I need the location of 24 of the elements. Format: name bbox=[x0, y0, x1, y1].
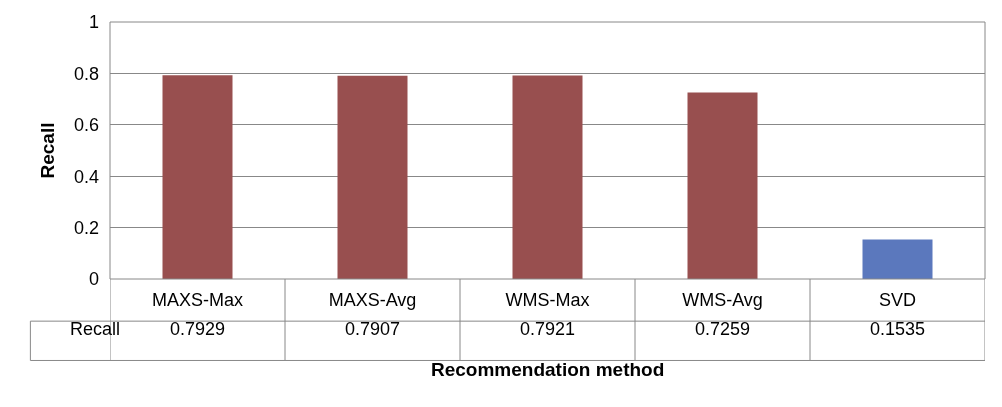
y-tick-label: 0.4 bbox=[73, 166, 99, 187]
bar bbox=[337, 75, 408, 279]
x-tick-label: MAXS-Avg bbox=[328, 290, 417, 310]
y-tick-label: 0.2 bbox=[73, 217, 99, 238]
data-label: 0.7907 bbox=[345, 319, 401, 339]
x-tick-label: WMS-Max bbox=[505, 290, 590, 310]
y-tick-label: 0.8 bbox=[73, 63, 99, 84]
data-label: 0.7921 bbox=[520, 319, 576, 339]
x-tick-label: MAXS-Max bbox=[151, 290, 244, 310]
bar bbox=[687, 92, 758, 279]
data-label: 0.7259 bbox=[695, 319, 751, 339]
y-tick-label: 0 bbox=[88, 269, 99, 290]
data-label: 0.7929 bbox=[170, 319, 226, 339]
bar bbox=[512, 75, 583, 279]
text: Recall bbox=[70, 319, 121, 339]
y-tick-label: 1 bbox=[88, 12, 99, 33]
bar bbox=[862, 239, 933, 279]
y-tick-label: 0.6 bbox=[73, 115, 99, 136]
x-axis-title: Recommendation method bbox=[431, 359, 665, 380]
x-tick-label: SVD bbox=[878, 290, 917, 310]
y-axis-title: Recall bbox=[36, 122, 58, 179]
data-label: 0.1535 bbox=[870, 319, 926, 339]
bar bbox=[162, 75, 233, 279]
x-tick-label: WMS-Avg bbox=[682, 290, 763, 310]
